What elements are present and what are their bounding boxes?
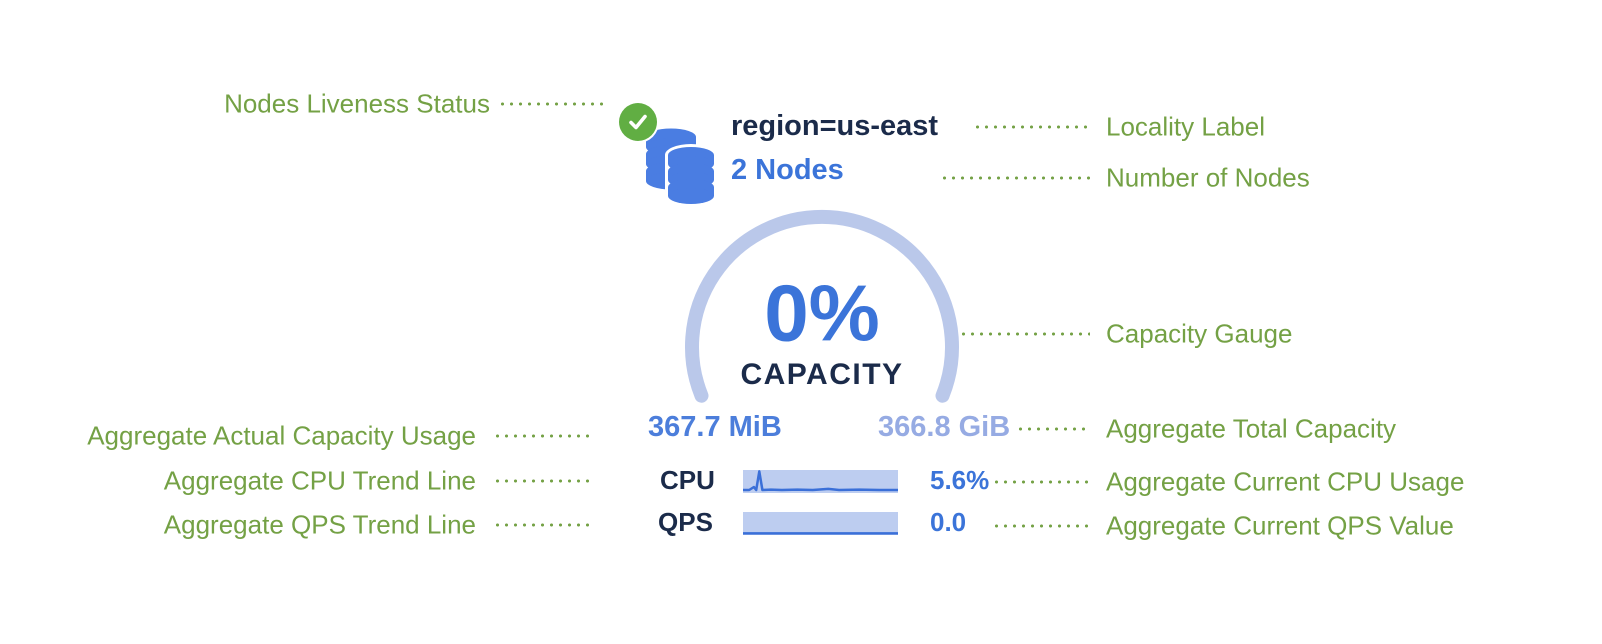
leader-line [493,434,593,438]
annotation-locality-label: Locality Label [1106,111,1265,142]
annotation-aggregate-qps-trend-line: Aggregate QPS Trend Line [163,509,476,540]
annotation-aggregate-current-cpu-usage: Aggregate Current CPU Usage [1106,466,1465,497]
capacity-gauge-arc [685,209,959,403]
annotation-aggregate-current-qps-value: Aggregate Current QPS Value [1106,510,1454,541]
annotation-aggregate-total-capacity: Aggregate Total Capacity [1106,413,1397,444]
leader-line [950,332,1090,336]
annotation-aggregate-cpu-trend-line: Aggregate CPU Trend Line [163,465,476,496]
locality-label[interactable]: region=us-east [731,109,939,142]
leader-line [973,125,1090,129]
annotation-nodes-liveness-status: Nodes Liveness Status [224,88,490,119]
leader-line [992,524,1090,528]
capacity-caption: CAPACITY [740,358,904,391]
capacity-used-value: 367.7 MiB [648,410,782,443]
database-stack-icon [646,128,716,204]
leader-line [940,176,1090,180]
capacity-percent: 0% [764,268,880,358]
qps-value: 0.0 [930,506,967,537]
cpu-label: CPU [660,464,715,495]
check-circle-icon [619,103,657,141]
capacity-total-value: 366.8 GiB [878,410,1011,443]
leader-line [992,480,1090,484]
leader-line [1016,427,1090,431]
leader-line [498,102,608,106]
annotation-capacity-gauge: Capacity Gauge [1106,318,1293,349]
leader-line [493,479,593,483]
leader-line [493,523,593,527]
cpu-sparkline [743,470,898,493]
qps-sparkline [743,512,898,535]
qps-label: QPS [658,506,713,537]
annotation-aggregate-actual-capacity-usage: Aggregate Actual Capacity Usage [87,420,476,451]
annotation-number-of-nodes: Number of Nodes [1106,162,1310,193]
cpu-value: 5.6% [930,464,990,495]
node-count[interactable]: 2 Nodes [731,153,844,186]
